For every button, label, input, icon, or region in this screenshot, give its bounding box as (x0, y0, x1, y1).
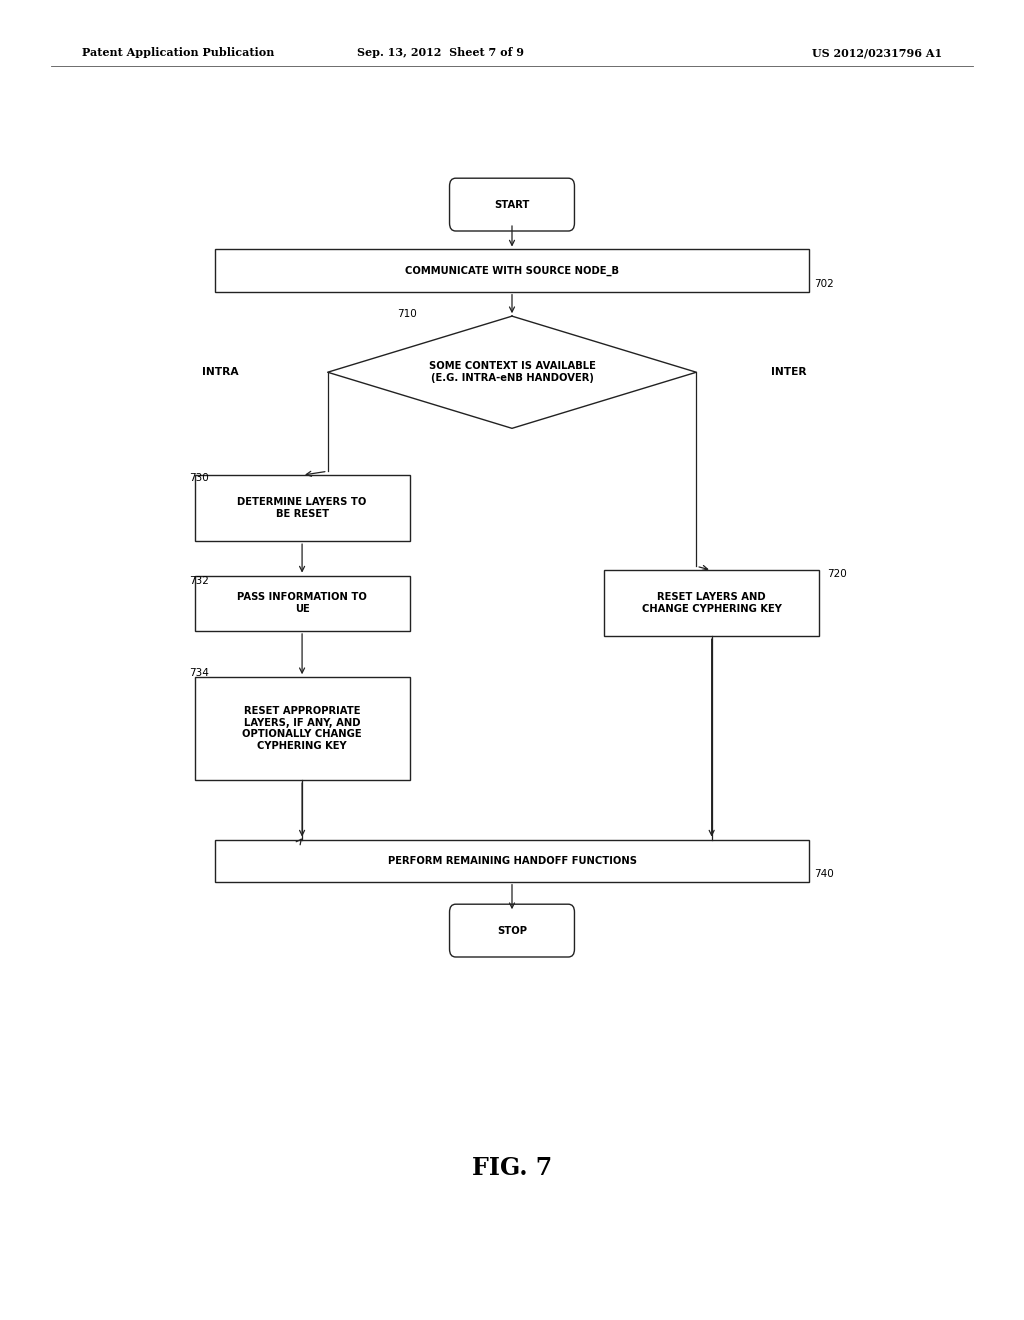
Bar (215, 249, 809, 292)
Text: FIG. 7: FIG. 7 (472, 1156, 552, 1180)
Text: STOP: STOP (497, 925, 527, 936)
Text: SOME CONTEXT IS AVAILABLE
(E.G. INTRA-eNB HANDOVER): SOME CONTEXT IS AVAILABLE (E.G. INTRA-eN… (429, 362, 595, 383)
Text: Sep. 13, 2012  Sheet 7 of 9: Sep. 13, 2012 Sheet 7 of 9 (356, 48, 524, 58)
Text: DETERMINE LAYERS TO
BE RESET: DETERMINE LAYERS TO BE RESET (238, 498, 367, 519)
FancyBboxPatch shape (450, 904, 574, 957)
Text: 720: 720 (827, 569, 847, 579)
Text: RESET LAYERS AND
CHANGE CYPHERING KEY: RESET LAYERS AND CHANGE CYPHERING KEY (642, 593, 781, 614)
Text: US 2012/0231796 A1: US 2012/0231796 A1 (812, 48, 942, 58)
Text: INTRA: INTRA (202, 367, 239, 378)
FancyBboxPatch shape (450, 178, 574, 231)
Text: COMMUNICATE WITH SOURCE NODE_B: COMMUNICATE WITH SOURCE NODE_B (406, 265, 618, 276)
Text: 734: 734 (189, 668, 209, 678)
Text: 710: 710 (397, 309, 417, 319)
Bar (195, 475, 410, 541)
Text: 740: 740 (814, 869, 834, 879)
Text: 702: 702 (814, 279, 834, 289)
Text: START: START (495, 199, 529, 210)
Bar (195, 576, 410, 631)
Text: PERFORM REMAINING HANDOFF FUNCTIONS: PERFORM REMAINING HANDOFF FUNCTIONS (387, 855, 637, 866)
Bar (195, 677, 410, 780)
Bar (604, 570, 819, 636)
Text: 732: 732 (189, 576, 209, 586)
Text: 730: 730 (189, 473, 209, 483)
Text: INTER: INTER (771, 367, 806, 378)
Text: PASS INFORMATION TO
UE: PASS INFORMATION TO UE (238, 593, 367, 614)
Bar (215, 840, 809, 882)
Text: RESET APPROPRIATE
LAYERS, IF ANY, AND
OPTIONALLY CHANGE
CYPHERING KEY: RESET APPROPRIATE LAYERS, IF ANY, AND OP… (243, 706, 361, 751)
Text: Patent Application Publication: Patent Application Publication (82, 48, 274, 58)
